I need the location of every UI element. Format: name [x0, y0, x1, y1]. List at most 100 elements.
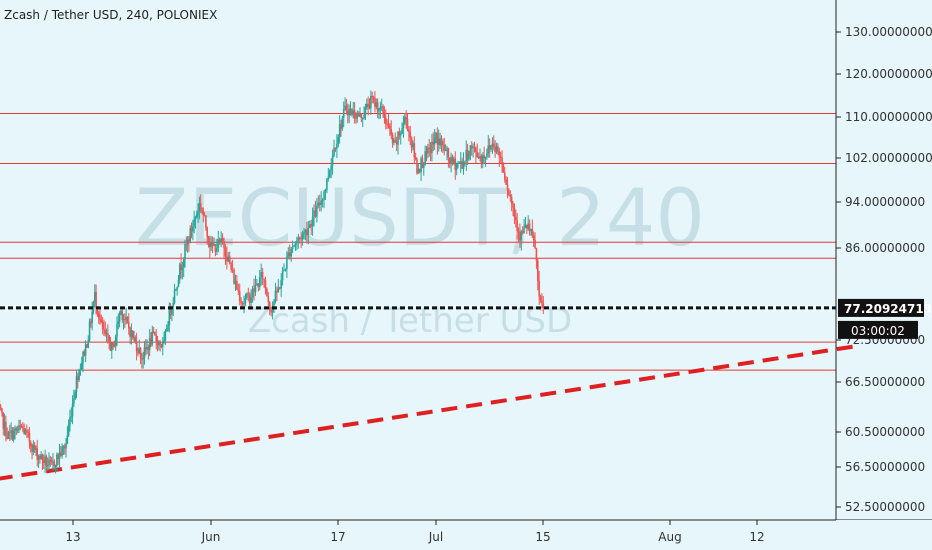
- candle-body: [160, 345, 163, 348]
- candle-body: [52, 461, 54, 463]
- candle-body: [62, 446, 65, 448]
- candle-body: [355, 117, 357, 119]
- candle: [520, 229, 523, 251]
- candle: [395, 136, 398, 151]
- axis-corner: [836, 520, 932, 550]
- candle-body: [101, 321, 104, 330]
- candle: [477, 152, 480, 160]
- candle-body: [442, 141, 444, 145]
- candle: [227, 252, 230, 263]
- candle-body: [405, 117, 407, 119]
- candle-body: [71, 403, 74, 417]
- candle: [387, 113, 390, 129]
- price-axis[interactable]: 130.00000000 120.00000000 110.00000000 102.…: [836, 25, 932, 514]
- candle-body: [530, 228, 532, 231]
- candle-body: [477, 156, 480, 159]
- candle-body: [117, 321, 120, 324]
- time-axis[interactable]: 13 Jun 17 Jul 15 Aug 12: [65, 520, 765, 544]
- candle-body: [73, 399, 75, 404]
- candle: [48, 452, 50, 471]
- candle-body: [360, 113, 363, 119]
- candle-body: [524, 224, 527, 228]
- candle-body: [114, 336, 117, 347]
- candle-body: [320, 200, 322, 205]
- candle: [161, 337, 164, 356]
- candle-body: [80, 362, 83, 370]
- candle: [95, 284, 97, 315]
- candle: [258, 269, 261, 291]
- candle: [150, 332, 152, 348]
- candle-body: [293, 245, 295, 247]
- candle-body: [236, 280, 238, 290]
- candle-body: [33, 444, 36, 451]
- candle-body: [78, 370, 80, 380]
- candle-body: [324, 189, 327, 192]
- candle: [250, 289, 252, 310]
- candle-body: [188, 239, 190, 242]
- candle-body: [141, 357, 143, 360]
- candle-body: [14, 428, 16, 431]
- candle: [195, 210, 198, 219]
- candle: [207, 235, 210, 248]
- candle: [198, 196, 201, 220]
- candle-body: [260, 271, 262, 278]
- candle-body: [137, 351, 139, 354]
- candle: [109, 336, 112, 352]
- candle: [484, 156, 487, 167]
- candle: [499, 151, 502, 163]
- candle: [340, 119, 342, 137]
- candle-body: [429, 148, 432, 154]
- candle-body: [473, 147, 476, 149]
- candle: [486, 148, 488, 160]
- candle: [386, 119, 388, 129]
- candle-body: [159, 341, 161, 346]
- trendline[interactable]: [0, 343, 861, 481]
- candle: [524, 216, 527, 229]
- candle-body: [116, 323, 118, 337]
- candle-body: [439, 138, 441, 146]
- candle: [103, 319, 105, 336]
- candle-body: [264, 279, 267, 289]
- candle: [186, 236, 189, 253]
- candle: [177, 275, 180, 288]
- candle-body: [427, 147, 429, 154]
- candle-body: [258, 277, 261, 288]
- candle: [192, 219, 194, 241]
- candle: [221, 233, 224, 245]
- candle: [291, 240, 294, 254]
- candle: [173, 283, 176, 305]
- candle: [516, 213, 518, 240]
- last-price-badge[interactable]: 77.20924713: [838, 298, 932, 317]
- candle: [188, 235, 190, 252]
- candle: [508, 188, 510, 197]
- candle: [310, 219, 312, 235]
- candle: [126, 316, 129, 324]
- candle: [172, 296, 175, 317]
- candle: [355, 112, 357, 124]
- candle-body: [297, 237, 300, 241]
- candle-body: [490, 146, 492, 150]
- candle-body: [248, 294, 251, 303]
- candle-body: [398, 131, 401, 136]
- candle-body: [0, 406, 2, 409]
- candle-body: [503, 172, 506, 180]
- candle-body: [167, 325, 169, 331]
- candle: [73, 389, 75, 407]
- candle: [506, 176, 509, 199]
- candle: [344, 97, 346, 111]
- candle-body: [209, 241, 211, 248]
- candle-body: [41, 454, 44, 461]
- x-tick-label: 13: [65, 530, 80, 544]
- candle: [402, 115, 405, 138]
- candle: [519, 223, 521, 248]
- candle: [7, 430, 10, 439]
- candle-body: [447, 148, 450, 158]
- candle: [10, 422, 12, 440]
- candle-body: [508, 190, 510, 196]
- candle-body: [448, 157, 451, 164]
- candle-body: [121, 310, 124, 320]
- candle-body: [83, 351, 86, 356]
- candle: [240, 297, 242, 309]
- candle: [298, 236, 301, 244]
